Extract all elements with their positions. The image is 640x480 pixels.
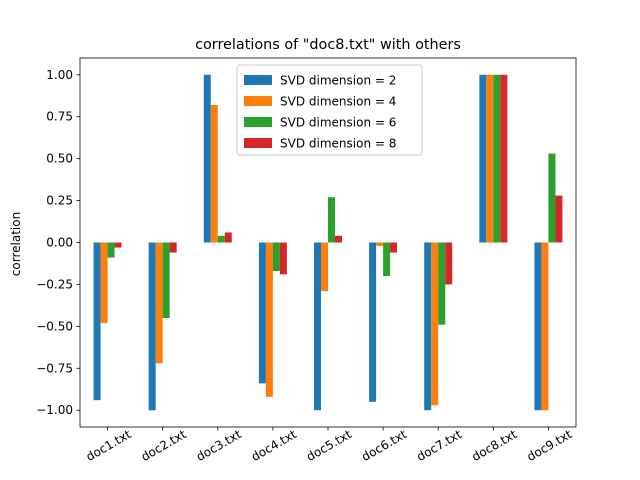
legend-swatch (244, 138, 272, 148)
bar-doc1.txt-series-1 (93, 242, 101, 401)
y-tick-label: 0.75 (46, 110, 73, 124)
bar-doc6.txt-series-4 (390, 242, 398, 253)
bar-doc8.txt-series-3 (493, 74, 501, 243)
bar-doc2.txt-series-1 (148, 242, 156, 411)
bar-doc9.txt-series-4 (555, 195, 563, 243)
y-tick-label: 1.00 (46, 68, 73, 82)
bar-doc3.txt-series-3 (217, 235, 225, 243)
bars-layer (93, 74, 563, 411)
x-tick-label: doc2.txt (139, 427, 189, 464)
bar-doc5.txt-series-2 (321, 242, 328, 292)
chart-title: correlations of "doc8.txt" with others (195, 37, 461, 53)
bar-doc4.txt-series-1 (258, 242, 266, 384)
bar-doc7.txt-series-2 (431, 242, 439, 406)
bar-doc4.txt-series-4 (279, 242, 287, 275)
y-tick-label: 0.25 (46, 194, 73, 208)
bar-doc3.txt-series-4 (224, 232, 232, 243)
legend-label: SVD dimension = 2 (280, 74, 396, 88)
legend-swatch (244, 96, 272, 106)
bar-doc7.txt-series-3 (438, 242, 446, 325)
x-tick-label: doc6.txt (359, 427, 409, 464)
x-tick-label: doc1.txt (84, 427, 134, 464)
bar-doc6.txt-series-1 (369, 242, 377, 402)
bar-doc1.txt-series-2 (100, 242, 108, 324)
bar-doc5.txt-series-1 (314, 242, 321, 411)
bar-doc1.txt-series-3 (107, 242, 115, 258)
bar-doc9.txt-series-1 (534, 242, 542, 411)
x-tick-label: doc8.txt (469, 427, 519, 464)
legend-box (236, 64, 423, 156)
bar-doc2.txt-series-2 (155, 242, 163, 364)
bar-doc6.txt-series-2 (376, 242, 384, 246)
legend: SVD dimension = 2 SVD dimension = 4 SVD di… (236, 64, 423, 156)
x-tick-label: doc9.txt (524, 427, 574, 464)
y-tick-label: 0.00 (46, 236, 73, 250)
x-tick-label: doc4.txt (249, 427, 299, 464)
bar-doc8.txt-series-2 (486, 74, 494, 243)
y-tick-label: −0.50 (36, 319, 73, 333)
bar-doc9.txt-series-2 (541, 242, 549, 411)
y-axis-label: correlation (9, 212, 23, 276)
bar-doc7.txt-series-1 (424, 242, 432, 411)
legend-swatch (244, 117, 272, 127)
y-tick-label: −0.75 (36, 361, 73, 375)
bar-doc4.txt-series-3 (272, 242, 280, 272)
bar-doc7.txt-series-4 (445, 242, 453, 285)
bar-doc5.txt-series-3 (328, 197, 335, 243)
bar-doc8.txt-series-1 (479, 74, 487, 243)
bar-doc9.txt-series-3 (548, 153, 556, 243)
x-tick-label: doc3.txt (194, 427, 244, 464)
bar-doc6.txt-series-3 (383, 242, 391, 277)
legend-swatch (244, 75, 272, 85)
legend-label: SVD dimension = 6 (280, 116, 396, 130)
bar-doc1.txt-series-4 (114, 242, 122, 248)
bar-doc2.txt-series-3 (162, 242, 170, 318)
bar-doc2.txt-series-4 (169, 242, 177, 253)
y-tick-label: −1.00 (36, 403, 73, 417)
x-tick-label: doc7.txt (414, 427, 464, 464)
legend-label: SVD dimension = 8 (280, 137, 396, 151)
bar-doc5.txt-series-4 (335, 235, 342, 243)
bar-doc3.txt-series-2 (210, 104, 218, 243)
y-tick-label: 0.50 (46, 152, 73, 166)
x-tick-label: doc5.txt (304, 427, 354, 464)
bar-doc4.txt-series-2 (265, 242, 273, 397)
y-tick-label: −0.25 (36, 277, 73, 291)
legend-label: SVD dimension = 4 (280, 95, 396, 109)
bar-doc8.txt-series-4 (500, 74, 508, 243)
bar-doc3.txt-series-1 (203, 74, 211, 243)
